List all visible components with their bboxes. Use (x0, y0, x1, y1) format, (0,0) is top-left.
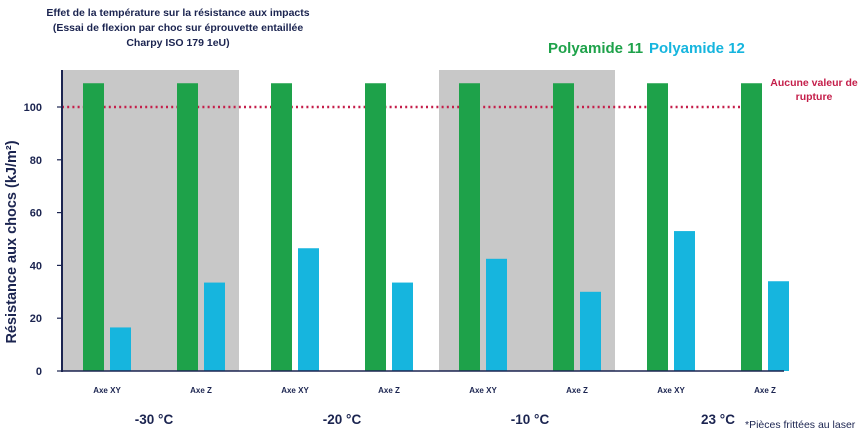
legend-entry-polyamide-11: Polyamide 11 (548, 40, 644, 57)
y-tick-label: 40 (30, 260, 42, 272)
footnote: *Pièces frittées au laser (745, 419, 856, 431)
y-ticks: 0 20 40 60 80 100 (24, 102, 62, 378)
group-label: -20 °C (323, 412, 362, 427)
bar-polyamide-12 (110, 327, 131, 371)
y-axis-label: Résistance aux chocs (kJ/m²) (4, 140, 20, 344)
bar-polyamide-11 (177, 83, 198, 372)
bar-polyamide-11 (647, 83, 668, 372)
x-tick-label: Axe XY (93, 386, 121, 395)
group-label: 23 °C (701, 412, 735, 427)
axes (61, 70, 784, 372)
reference-line-label-line: Aucune valeur de (770, 77, 858, 89)
group-label: -30 °C (135, 412, 174, 427)
group-label: -10 °C (511, 412, 550, 427)
bar-polyamide-12 (298, 248, 319, 371)
chart-title-line: Charpy ISO 179 1eU) (126, 37, 230, 49)
x-tick-label: Axe XY (281, 386, 309, 395)
bar-polyamide-11 (553, 83, 574, 372)
y-tick-label: 20 (30, 313, 42, 325)
chart-title-line: Effet de la température sur la résistanc… (46, 7, 310, 19)
group-shading (63, 70, 615, 371)
bar-polyamide-12 (768, 281, 789, 371)
reference-line-label-line: rupture (795, 91, 833, 103)
x-tick-label: Axe Z (190, 386, 212, 395)
bar-polyamide-11 (271, 83, 292, 372)
x-tick-label: Axe Z (754, 386, 776, 395)
reference-line-label: Aucune valeur de rupture (762, 76, 866, 104)
x-tick-label: Axe XY (657, 386, 685, 395)
y-tick-label: 0 (36, 366, 42, 378)
bar-polyamide-12 (204, 282, 225, 371)
x-ticks: Axe XY Axe Z Axe XY Axe Z Axe XY Axe Z Axe XY A… (93, 386, 776, 395)
x-tick-label: Axe XY (469, 386, 497, 395)
bar-polyamide-12 (580, 291, 601, 371)
x-tick-label: Axe Z (378, 386, 400, 395)
bar-polyamide-12 (392, 282, 413, 371)
y-tick-label: 100 (24, 102, 42, 114)
chart-title-line: (Essai de flexion par choc sur éprouvett… (52, 22, 304, 34)
y-tick-label: 60 (30, 208, 42, 220)
bar-polyamide-11 (83, 83, 104, 372)
bar-polyamide-12 (674, 231, 695, 371)
chart-title: Effet de la température sur la résistanc… (6, 6, 350, 51)
bar-polyamide-11 (459, 83, 480, 372)
x-tick-label: Axe Z (566, 386, 588, 395)
bars (83, 83, 789, 372)
group-labels: -30 °C -20 °C -10 °C 23 °C (135, 412, 735, 427)
y-tick-label: 80 (30, 155, 42, 167)
bar-polyamide-12 (486, 258, 507, 371)
bar-polyamide-11 (741, 83, 762, 372)
bar-polyamide-11 (365, 83, 386, 372)
legend-entry-polyamide-12: Polyamide 12 (649, 40, 745, 57)
